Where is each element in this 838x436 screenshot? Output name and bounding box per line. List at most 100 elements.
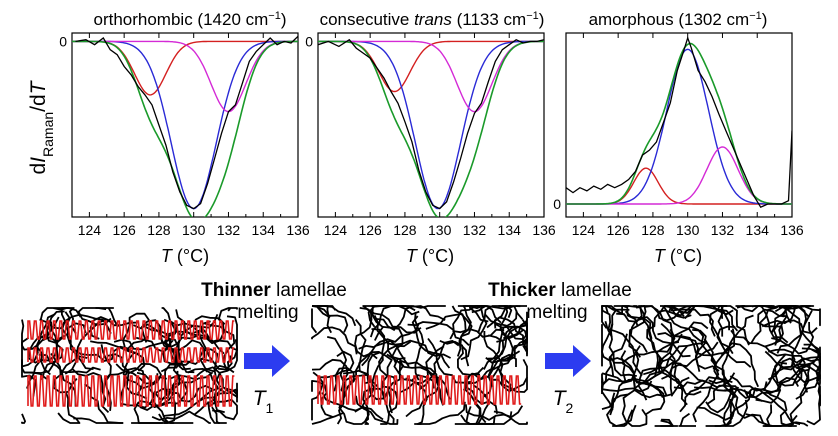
chart-2-title: consecutive trans (1133 cm−1) <box>320 10 545 29</box>
amorphous-chain <box>439 339 479 376</box>
amorphous-chain <box>629 317 653 353</box>
amorphous-chain <box>722 398 748 427</box>
thick-lamella <box>27 375 235 407</box>
amorphous-chain <box>311 305 349 333</box>
amorphous-chain <box>311 380 334 418</box>
amorphous-chain <box>602 378 668 396</box>
amorphous-chain <box>712 314 754 370</box>
chart-2-x-tick-label: 130 <box>428 222 452 238</box>
chart-3-data-series <box>566 35 792 209</box>
thinner-lamellae-label: Thinner lamellae <box>201 280 347 301</box>
chart-1: 124 126 128 130 132 134 136 0 <box>59 32 310 238</box>
chart-1-fit-total <box>72 40 298 217</box>
chart-2: 124 126 128 130 132 134 136 0 <box>305 32 556 238</box>
amorphous-chain <box>692 329 720 372</box>
chart-2-x-tick-label: 134 <box>498 222 522 238</box>
thicker-melting-label: melting <box>526 302 587 323</box>
chart-1-x-tick-label: 136 <box>286 222 310 238</box>
chart-1-data-series <box>75 35 298 210</box>
t1-label: T1 <box>253 387 274 416</box>
amorphous-chain <box>50 353 78 394</box>
chart-3-x-tick-label: 124 <box>572 222 596 238</box>
amorphous-chain <box>75 319 107 370</box>
amorphous-chain <box>690 325 726 383</box>
amorphous-chain <box>400 360 444 406</box>
amorphous-chain <box>743 377 799 399</box>
amorphous-chain <box>407 321 470 346</box>
chart-3: 124 126 128 130 132 134 136 0 <box>553 32 804 238</box>
amorphous-chain <box>616 305 643 323</box>
thick-lamella <box>317 375 522 405</box>
amorphous-chain <box>601 305 609 329</box>
amorphous-chain <box>608 323 637 377</box>
chart-1-x-tick-label: 132 <box>217 222 241 238</box>
chart-3-x-axis-label: T (°C) <box>654 246 702 266</box>
amorphous-chain <box>311 375 324 421</box>
amorphous-chain <box>122 312 150 356</box>
amorphous-schematic-melt <box>601 305 821 427</box>
y-axis-label: dIRaman/dT <box>27 79 56 174</box>
amorphous-chain <box>709 305 734 355</box>
amorphous-chain <box>762 414 798 427</box>
amorphous-chain <box>398 360 430 393</box>
amorphous-chain <box>198 348 219 386</box>
amorphous-chain <box>621 305 639 327</box>
amorphous-chain <box>778 305 815 310</box>
chart-2-frame <box>317 32 545 218</box>
chart-3-x-tick-label: 134 <box>746 222 770 238</box>
amorphous-chain <box>628 305 645 358</box>
amorphous-chain <box>497 368 528 393</box>
chart-1-title: orthorhombic (1420 cm−1) <box>93 10 286 29</box>
amorphous-chain <box>789 364 811 426</box>
chart-1-x-tick-label: 126 <box>112 222 136 238</box>
amorphous-chain <box>163 318 195 374</box>
amorphous-chain <box>361 340 410 368</box>
amorphous-chain <box>643 361 707 383</box>
chart-3-x-tick-label: 126 <box>606 222 630 238</box>
amorphous-chain <box>414 401 466 425</box>
amorphous-chain <box>465 404 524 421</box>
amorphous-chain <box>601 324 615 377</box>
amorphous-chain <box>490 358 528 393</box>
t2-label: T2 <box>553 387 574 416</box>
amorphous-chain <box>703 338 737 399</box>
amorphous-chain <box>371 305 407 328</box>
amorphous-chain <box>643 305 700 317</box>
chart-1-peak-3 <box>72 40 298 113</box>
amorphous-chain <box>207 401 220 424</box>
amorphous-chain <box>194 315 225 343</box>
amorphous-chain <box>373 326 404 364</box>
chart-3-x-tick-label: 136 <box>780 222 804 238</box>
thin-lamella <box>27 347 235 363</box>
chart-1-x-tick-label: 128 <box>147 222 171 238</box>
amorphous-chain <box>608 344 673 364</box>
amorphous-chain <box>364 328 386 385</box>
amorphous-chain <box>705 379 732 414</box>
thinner-melting-label: melting <box>237 302 298 323</box>
amorphous-chain <box>791 347 821 383</box>
amorphous-chain <box>806 394 821 426</box>
amorphous-chain <box>311 412 344 425</box>
amorphous-chain <box>400 305 446 321</box>
amorphous-chain <box>160 338 206 363</box>
amorphous-chain <box>311 305 332 334</box>
amorphous-chain <box>312 350 355 379</box>
chart-1-peak-2 <box>72 40 298 210</box>
chart-2-y-tick-label: 0 <box>305 33 313 49</box>
chart-2-peak-1 <box>318 40 544 93</box>
amorphous-chain <box>369 305 420 338</box>
amorphous-chain <box>776 305 802 354</box>
amorphous-chain <box>342 369 375 413</box>
amorphous-chain <box>162 387 226 417</box>
chart-2-peak-2 <box>318 40 544 210</box>
amorphous-chain <box>21 319 49 351</box>
chart-3-peak-2 <box>566 48 792 205</box>
amorphous-chain <box>484 314 528 340</box>
chart-3-fit-total <box>566 42 792 205</box>
amorphous-chain <box>90 340 146 372</box>
amorphous-chain <box>452 305 483 334</box>
chart-1-frame <box>71 32 299 218</box>
thin-lamella <box>27 320 235 340</box>
amorphous-chain <box>678 412 696 427</box>
